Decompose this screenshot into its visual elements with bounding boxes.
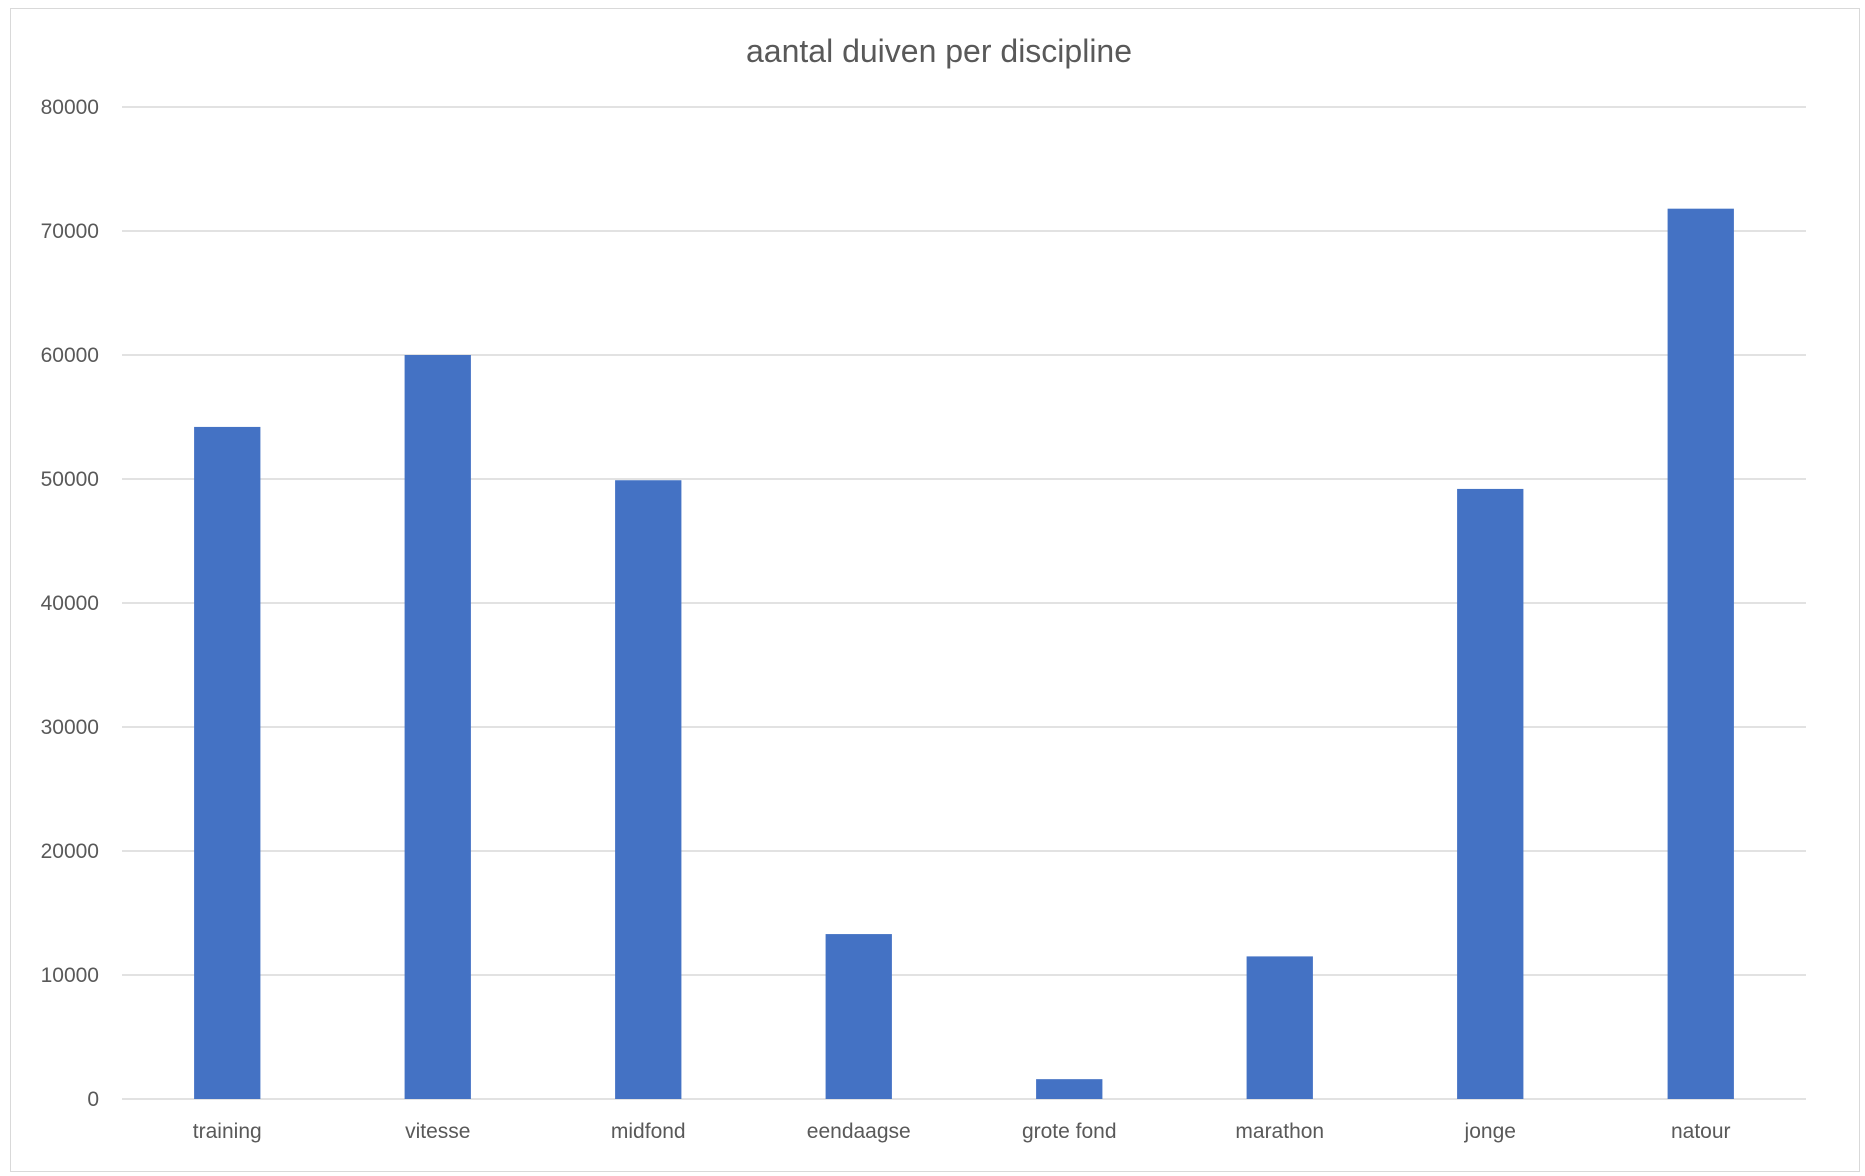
x-tick-label: training [193, 1120, 262, 1143]
x-tick-label: marathon [1235, 1120, 1324, 1143]
y-tick-label: 70000 [41, 220, 99, 243]
x-tick-label: midfond [611, 1120, 686, 1143]
y-tick-label: 30000 [41, 716, 99, 739]
x-tick-label: jonge [1464, 1120, 1516, 1143]
y-tick-label: 40000 [41, 592, 99, 615]
bar-marathon [1246, 956, 1313, 1099]
chart-area: aantal duiven per discipline 0 10000 20000… [10, 8, 1860, 1172]
x-tick-label: grote fond [1022, 1120, 1117, 1143]
bar-eendaagse [825, 934, 892, 1099]
bar-midfond [615, 480, 682, 1099]
x-tick-label: vitesse [405, 1120, 470, 1143]
bar-natour [1667, 208, 1734, 1099]
y-tick-label: 0 [87, 1088, 99, 1111]
y-axis-tick-labels: 0 10000 20000 30000 40000 50000 60000 70000 8000… [41, 96, 99, 1111]
x-axis-tick-labels: training vitesse midfond eendaagse grote fon… [193, 1120, 1731, 1143]
chart-title: aantal duiven per discipline [746, 33, 1132, 69]
y-tick-label: 50000 [41, 468, 99, 491]
x-tick-label: eendaagse [807, 1120, 911, 1143]
bar-jonge [1457, 488, 1524, 1099]
y-tick-label: 10000 [41, 964, 99, 987]
bar-grote-fond [1036, 1079, 1103, 1099]
y-tick-label: 80000 [41, 96, 99, 119]
bar-chart: aantal duiven per discipline 0 10000 20000… [41, 33, 1806, 1143]
bars [194, 208, 1734, 1099]
gridlines [122, 106, 1806, 1100]
y-tick-label: 60000 [41, 344, 99, 367]
x-tick-label: natour [1671, 1120, 1731, 1143]
bar-training [194, 426, 261, 1099]
bar-vitesse [404, 355, 471, 1099]
y-tick-label: 20000 [41, 840, 99, 863]
